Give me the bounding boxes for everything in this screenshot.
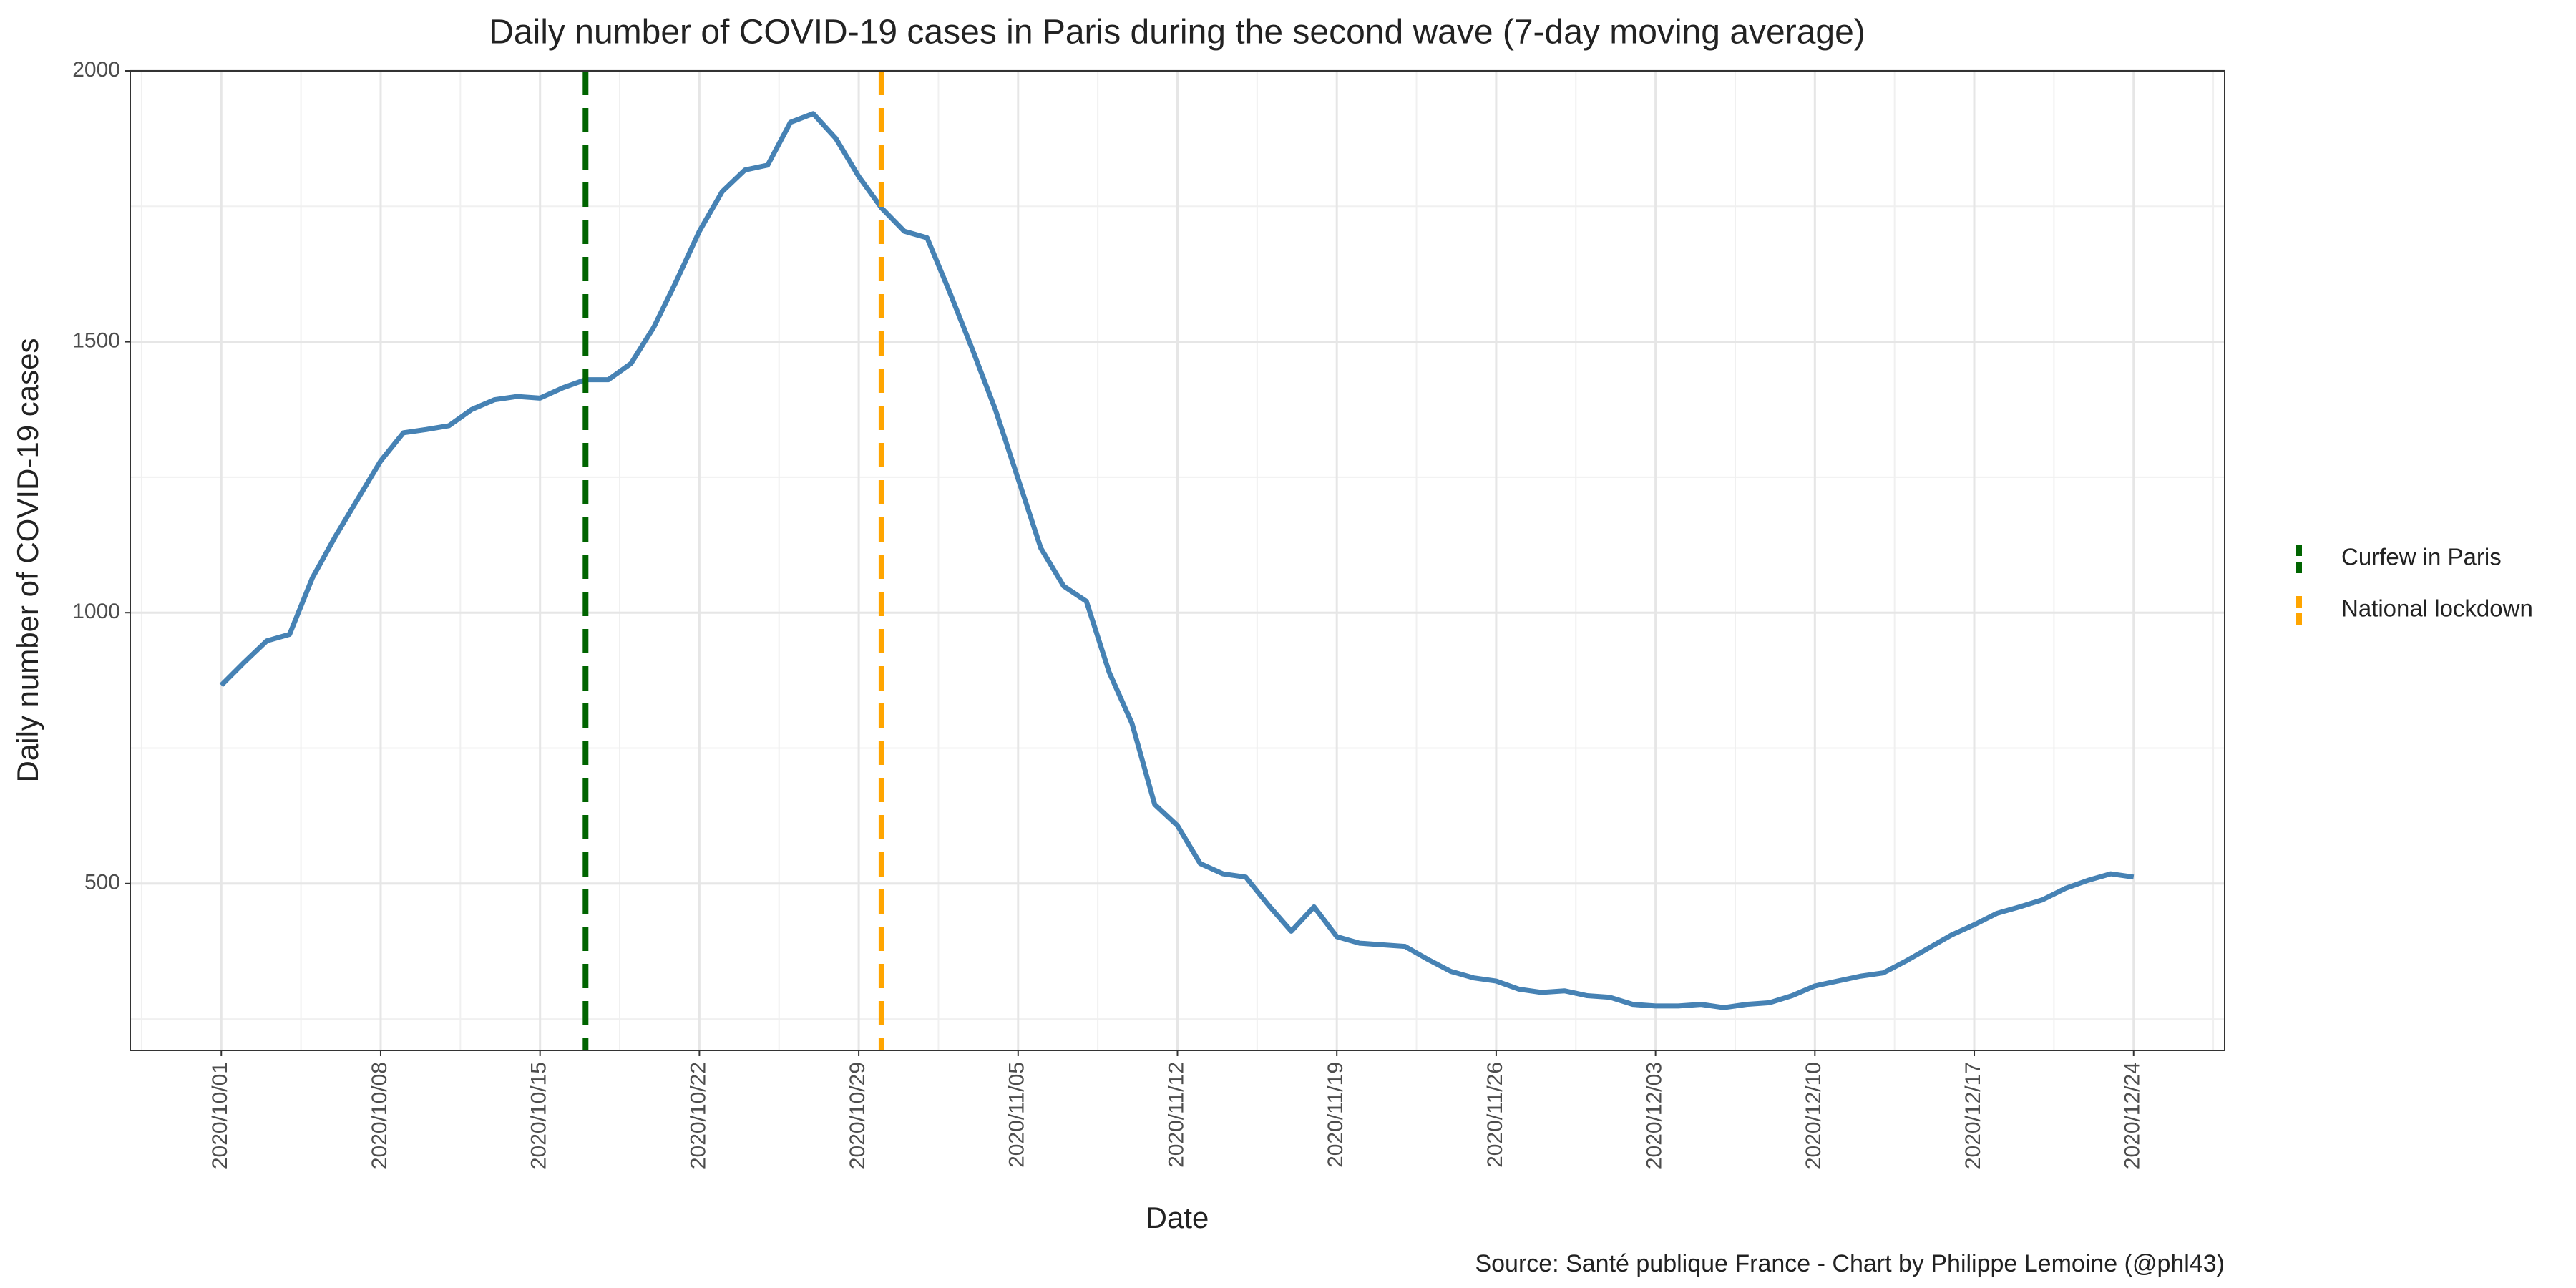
x-tick-label: 2020/10/15: [527, 1062, 551, 1169]
y-tick-label: 1000: [72, 600, 120, 623]
x-tick-label: 2020/12/03: [1643, 1062, 1667, 1169]
y-tick-label: 1500: [72, 329, 120, 353]
x-tick-label: 2020/11/26: [1483, 1062, 1507, 1168]
source-note: Source: Santé publique France - Chart by…: [1475, 1250, 2225, 1277]
x-tick-label: 2020/12/24: [2121, 1062, 2145, 1169]
x-tick-label: 2020/10/08: [368, 1062, 391, 1169]
plot-border: [130, 70, 2225, 1051]
x-tick-label: 2020/11/12: [1164, 1062, 1188, 1168]
legend-label: Curfew in Paris: [2341, 544, 2502, 570]
y-tick-label: 2000: [72, 58, 120, 82]
x-tick-label: 2020/12/17: [1961, 1062, 1985, 1169]
chart-title: Daily number of COVID-19 cases in Paris …: [489, 14, 1865, 52]
x-tick-label: 2020/11/19: [1324, 1062, 1347, 1168]
legend-label: National lockdown: [2341, 595, 2533, 622]
x-tick-label: 2020/12/10: [1802, 1062, 1825, 1169]
x-axis-title: Date: [1146, 1201, 1209, 1234]
x-tick-label: 2020/10/29: [846, 1062, 869, 1169]
y-axis-title: Daily number of COVID-19 cases: [11, 338, 44, 783]
x-tick-label: 2020/10/22: [686, 1062, 710, 1169]
data-line: [219, 111, 2135, 1010]
x-tick-label: 2020/10/01: [208, 1062, 232, 1169]
x-tick-label: 2020/11/05: [1005, 1062, 1029, 1168]
y-tick-label: 500: [84, 871, 120, 894]
